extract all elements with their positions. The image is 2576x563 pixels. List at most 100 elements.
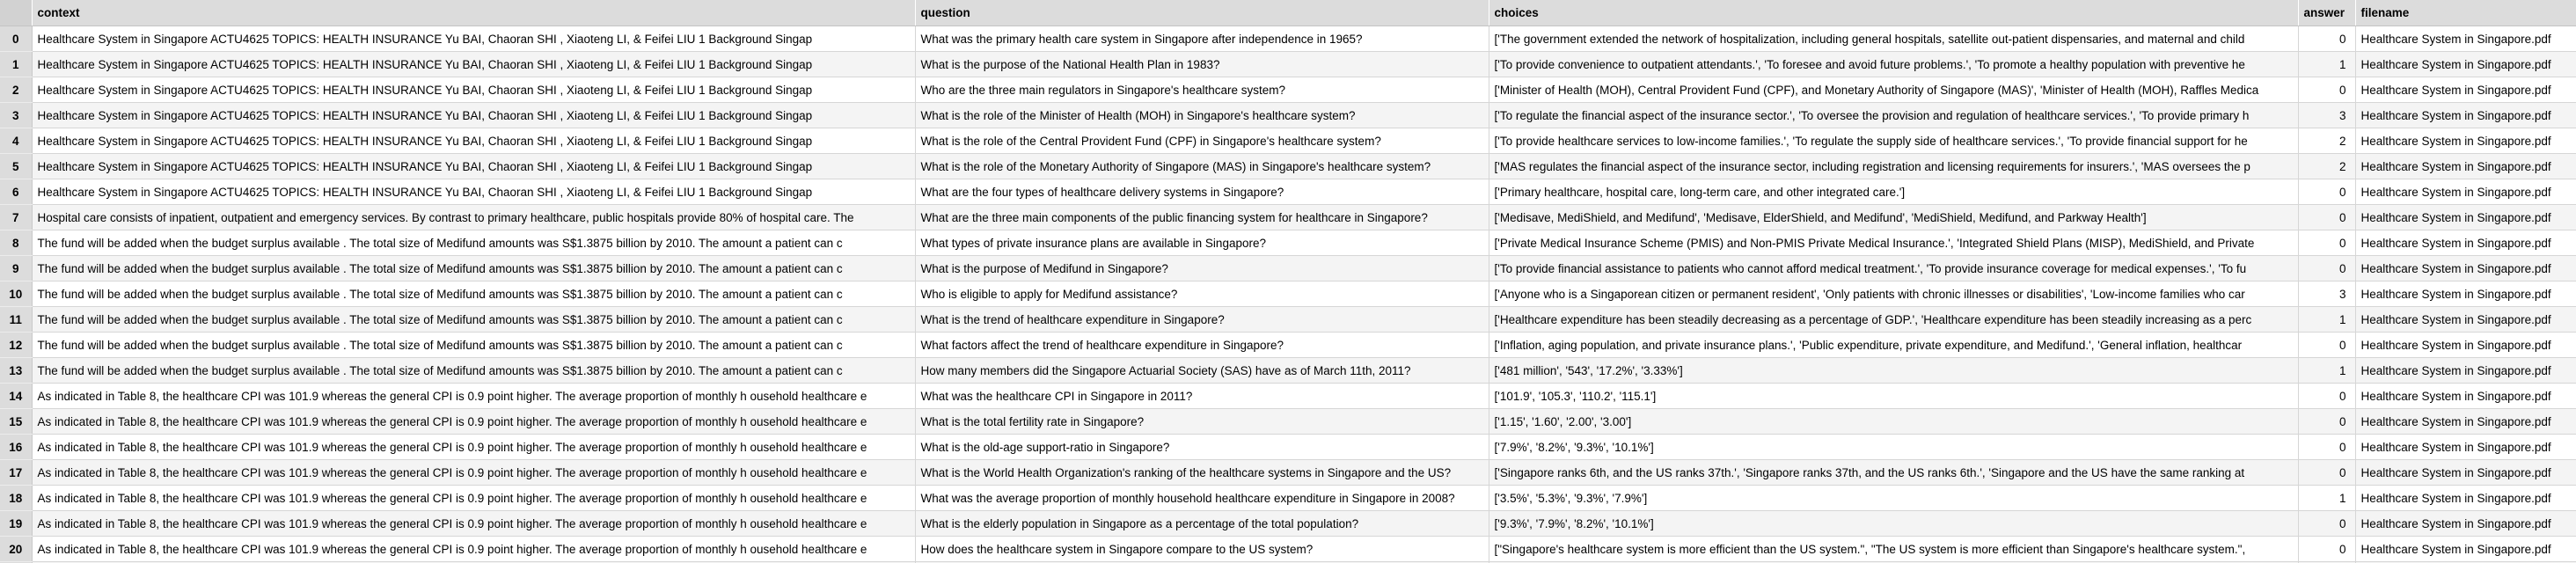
cell-filename[interactable]: Healthcare System in Singapore.pdf xyxy=(2355,153,2576,179)
cell-question[interactable]: What types of private insurance plans ar… xyxy=(915,230,1489,256)
column-header-question[interactable]: question xyxy=(915,0,1489,26)
cell-question[interactable]: What is the elderly population in Singap… xyxy=(915,510,1489,537)
cell-answer[interactable]: 2 xyxy=(2298,153,2356,179)
cell-choices[interactable]: ['The government extended the network of… xyxy=(1489,26,2299,52)
cell-answer[interactable]: 0 xyxy=(2298,459,2356,486)
cell-filename[interactable]: Healthcare System in Singapore.pdf xyxy=(2355,485,2576,511)
cell-filename[interactable]: Healthcare System in Singapore.pdf xyxy=(2355,357,2576,384)
table-row[interactable]: 20 As indicated in Table 8, the healthcar… xyxy=(0,536,2576,562)
table-row[interactable]: 0 Healthcare System in Singapore ACTU4625… xyxy=(0,26,2576,52)
table-row[interactable]: 7 Hospital care consists of inpatient, ou… xyxy=(0,204,2576,230)
cell-context[interactable]: As indicated in Table 8, the healthcare … xyxy=(32,485,916,511)
cell-question[interactable]: What was the average proportion of month… xyxy=(915,485,1489,511)
cell-answer[interactable]: 3 xyxy=(2298,102,2356,128)
cell-context[interactable]: Healthcare System in Singapore ACTU4625 … xyxy=(32,153,916,179)
cell-choices[interactable]: ['To provide financial assistance to pat… xyxy=(1489,255,2299,282)
cell-question[interactable]: Who is eligible to apply for Medifund as… xyxy=(915,281,1489,307)
cell-choices[interactable]: ['3.5%', '5.3%', '9.3%', '7.9%'] xyxy=(1489,485,2299,511)
cell-choices[interactable]: ['7.9%', '8.2%', '9.3%', '10.1%'] xyxy=(1489,434,2299,460)
table-row[interactable]: 10 The fund will be added when the budget… xyxy=(0,281,2576,307)
table-row[interactable]: 5 Healthcare System in Singapore ACTU4625… xyxy=(0,153,2576,179)
cell-choices[interactable]: ['To provide convenience to outpatient a… xyxy=(1489,51,2299,77)
cell-answer[interactable]: 3 xyxy=(2298,281,2356,307)
table-row[interactable]: 8 The fund will be added when the budget … xyxy=(0,230,2576,256)
cell-question[interactable]: What is the purpose of Medifund in Singa… xyxy=(915,255,1489,282)
row-index[interactable]: 17 xyxy=(0,459,33,486)
table-row[interactable]: 18 As indicated in Table 8, the healthcar… xyxy=(0,485,2576,511)
row-index[interactable]: 16 xyxy=(0,434,33,460)
cell-answer[interactable]: 0 xyxy=(2298,536,2356,562)
row-index[interactable]: 13 xyxy=(0,357,33,384)
cell-answer[interactable]: 0 xyxy=(2298,230,2356,256)
cell-answer[interactable]: 0 xyxy=(2298,204,2356,230)
row-index[interactable]: 0 xyxy=(0,26,33,52)
cell-question[interactable]: What was the primary health care system … xyxy=(915,26,1489,52)
table-row[interactable]: 9 The fund will be added when the budget … xyxy=(0,255,2576,282)
cell-question[interactable]: What is the role of the Minister of Heal… xyxy=(915,102,1489,128)
cell-context[interactable]: Healthcare System in Singapore ACTU4625 … xyxy=(32,102,916,128)
cell-filename[interactable]: Healthcare System in Singapore.pdf xyxy=(2355,255,2576,282)
row-index[interactable]: 11 xyxy=(0,306,33,333)
column-header-answer[interactable]: answer xyxy=(2298,0,2356,26)
cell-filename[interactable]: Healthcare System in Singapore.pdf xyxy=(2355,383,2576,409)
cell-answer[interactable]: 1 xyxy=(2298,306,2356,333)
cell-choices[interactable]: ['Inflation, aging population, and priva… xyxy=(1489,332,2299,358)
row-index[interactable]: 20 xyxy=(0,536,33,562)
row-index[interactable]: 10 xyxy=(0,281,33,307)
cell-context[interactable]: Healthcare System in Singapore ACTU4625 … xyxy=(32,51,916,77)
cell-context[interactable]: The fund will be added when the budget s… xyxy=(32,332,916,358)
cell-choices[interactable]: ['Anyone who is a Singaporean citizen or… xyxy=(1489,281,2299,307)
cell-context[interactable]: As indicated in Table 8, the healthcare … xyxy=(32,536,916,562)
table-row[interactable]: 11 The fund will be added when the budget… xyxy=(0,306,2576,333)
cell-answer[interactable]: 0 xyxy=(2298,383,2356,409)
row-index[interactable]: 2 xyxy=(0,77,33,103)
cell-context[interactable]: As indicated in Table 8, the healthcare … xyxy=(32,408,916,435)
column-header-context[interactable]: context xyxy=(32,0,916,26)
cell-context[interactable]: As indicated in Table 8, the healthcare … xyxy=(32,383,916,409)
cell-filename[interactable]: Healthcare System in Singapore.pdf xyxy=(2355,459,2576,486)
cell-question[interactable]: How many members did the Singapore Actua… xyxy=(915,357,1489,384)
cell-question[interactable]: What is the purpose of the National Heal… xyxy=(915,51,1489,77)
row-index[interactable]: 6 xyxy=(0,179,33,205)
row-index[interactable]: 5 xyxy=(0,153,33,179)
cell-context[interactable]: The fund will be added when the budget s… xyxy=(32,357,916,384)
cell-choices[interactable]: ['Medisave, MediShield, and Medifund', '… xyxy=(1489,204,2299,230)
table-row[interactable]: 4 Healthcare System in Singapore ACTU4625… xyxy=(0,128,2576,154)
cell-question[interactable]: What is the total fertility rate in Sing… xyxy=(915,408,1489,435)
cell-answer[interactable]: 0 xyxy=(2298,510,2356,537)
table-row[interactable]: 17 As indicated in Table 8, the healthcar… xyxy=(0,459,2576,486)
cell-choices[interactable]: ['9.3%', '7.9%', '8.2%', '10.1%'] xyxy=(1489,510,2299,537)
cell-choices[interactable]: ['Singapore ranks 6th, and the US ranks … xyxy=(1489,459,2299,486)
index-header[interactable] xyxy=(0,0,33,26)
cell-filename[interactable]: Healthcare System in Singapore.pdf xyxy=(2355,510,2576,537)
cell-choices[interactable]: ['MAS regulates the financial aspect of … xyxy=(1489,153,2299,179)
cell-choices[interactable]: ['To provide healthcare services to low-… xyxy=(1489,128,2299,154)
cell-answer[interactable]: 0 xyxy=(2298,332,2356,358)
cell-choices[interactable]: ["Singapore's healthcare system is more … xyxy=(1489,536,2299,562)
table-row[interactable]: 13 The fund will be added when the budget… xyxy=(0,357,2576,384)
cell-context[interactable]: The fund will be added when the budget s… xyxy=(32,230,916,256)
cell-choices[interactable]: ['481 million', '543', '17.2%', '3.33%'] xyxy=(1489,357,2299,384)
cell-context[interactable]: Healthcare System in Singapore ACTU4625 … xyxy=(32,77,916,103)
cell-context[interactable]: The fund will be added when the budget s… xyxy=(32,255,916,282)
row-index[interactable]: 1 xyxy=(0,51,33,77)
cell-context[interactable]: Healthcare System in Singapore ACTU4625 … xyxy=(32,179,916,205)
cell-question[interactable]: Who are the three main regulators in Sin… xyxy=(915,77,1489,103)
cell-choices[interactable]: ['Private Medical Insurance Scheme (PMIS… xyxy=(1489,230,2299,256)
cell-filename[interactable]: Healthcare System in Singapore.pdf xyxy=(2355,230,2576,256)
cell-filename[interactable]: Healthcare System in Singapore.pdf xyxy=(2355,102,2576,128)
cell-filename[interactable]: Healthcare System in Singapore.pdf xyxy=(2355,434,2576,460)
row-index[interactable]: 4 xyxy=(0,128,33,154)
cell-filename[interactable]: Healthcare System in Singapore.pdf xyxy=(2355,306,2576,333)
cell-filename[interactable]: Healthcare System in Singapore.pdf xyxy=(2355,26,2576,52)
table-row[interactable]: 14 As indicated in Table 8, the healthcar… xyxy=(0,383,2576,409)
table-row[interactable]: 16 As indicated in Table 8, the healthcar… xyxy=(0,434,2576,460)
cell-context[interactable]: The fund will be added when the budget s… xyxy=(32,281,916,307)
column-header-choices[interactable]: choices xyxy=(1489,0,2299,26)
column-header-filename[interactable]: filename xyxy=(2355,0,2576,26)
cell-choices[interactable]: ['101.9', '105.3', '110.2', '115.1'] xyxy=(1489,383,2299,409)
table-row[interactable]: 15 As indicated in Table 8, the healthcar… xyxy=(0,408,2576,435)
cell-answer[interactable]: 0 xyxy=(2298,77,2356,103)
cell-context[interactable]: As indicated in Table 8, the healthcare … xyxy=(32,459,916,486)
cell-answer[interactable]: 2 xyxy=(2298,128,2356,154)
